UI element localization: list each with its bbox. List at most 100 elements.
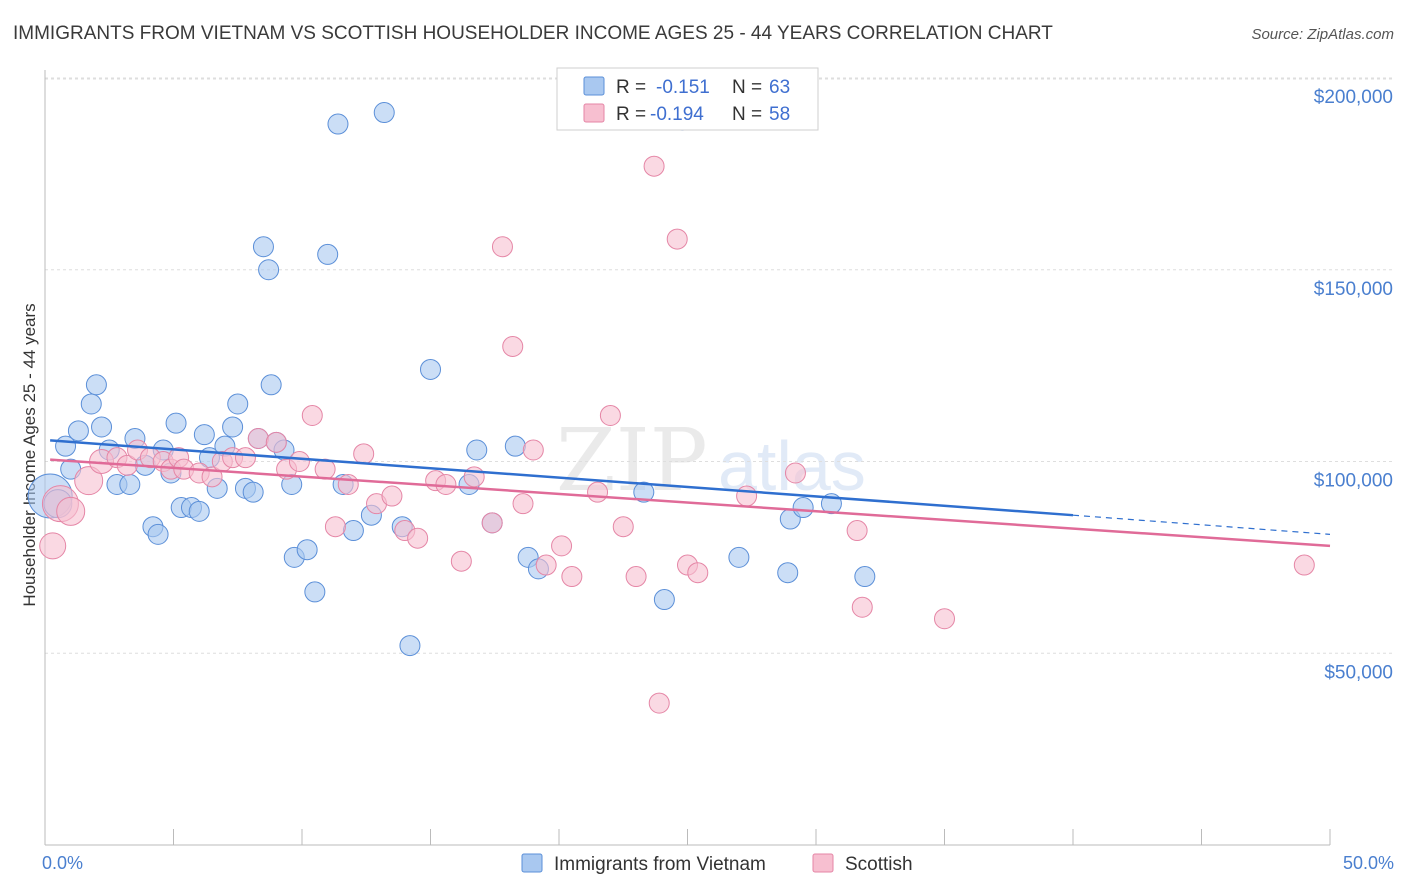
legend-n-label-vietnam: N = <box>732 77 762 98</box>
legend-r-label-scottish: R = <box>616 104 646 125</box>
legend-r-value-scottish: -0.194 <box>650 104 704 125</box>
point-0-5 <box>80 393 102 415</box>
point-1-52 <box>736 485 758 507</box>
point-0-59 <box>792 497 814 519</box>
point-1-28 <box>381 485 403 507</box>
x-tick-label-left: 0.0% <box>42 853 83 873</box>
point-0-57 <box>777 562 799 584</box>
point-0-32 <box>260 374 282 396</box>
point-1-55 <box>851 596 873 618</box>
y-tick-label-1: $100,000 <box>1314 471 1393 492</box>
point-1-56 <box>934 608 955 630</box>
point-1-21 <box>288 451 310 472</box>
series-legend: Immigrants from Vietnam Scottish <box>521 853 913 875</box>
point-1-57 <box>1293 554 1315 576</box>
series-legend-swatch-scottish <box>812 853 834 873</box>
legend-n-label-scottish: N = <box>732 104 762 125</box>
point-1-49 <box>666 228 688 250</box>
point-0-30 <box>252 236 274 258</box>
legend-n-value-scottish: 58 <box>769 104 790 125</box>
series-points-0 <box>27 102 876 657</box>
point-0-20 <box>188 500 210 522</box>
point-1-33 <box>450 550 472 572</box>
point-1-51 <box>687 562 709 584</box>
point-1-26 <box>353 443 375 465</box>
point-0-38 <box>304 581 326 603</box>
point-1-32 <box>435 474 457 496</box>
point-1-3 <box>74 466 104 496</box>
point-0-25 <box>222 416 244 438</box>
point-0-37 <box>296 539 318 561</box>
point-1-37 <box>502 335 524 357</box>
point-0-48 <box>466 439 488 461</box>
point-0-14 <box>147 523 169 545</box>
point-1-0 <box>39 532 67 560</box>
y-tick-labels: $50,000 $100,000 $150,000 $200,000 <box>1314 87 1393 683</box>
point-0-6 <box>85 374 107 396</box>
trend-line-0 <box>50 439 1074 517</box>
point-0-39 <box>317 243 339 265</box>
point-1-25 <box>337 474 359 496</box>
point-1-19 <box>265 431 287 453</box>
chart-title: IMMIGRANTS FROM VIETNAM VS SCOTTISH HOUS… <box>13 23 1053 44</box>
series-legend-swatch-vietnam <box>521 853 543 873</box>
point-0-26 <box>227 393 249 415</box>
point-0-47 <box>420 358 441 380</box>
point-1-17 <box>234 447 256 469</box>
point-1-54 <box>846 520 868 542</box>
stats-legend: R = -0.151 N = 63 R = -0.194 N = 58 <box>556 67 819 131</box>
point-0-61 <box>854 566 876 588</box>
point-0-50 <box>504 435 526 457</box>
y-tick-label-3: $200,000 <box>1314 87 1393 108</box>
point-0-44 <box>373 102 395 124</box>
point-0-7 <box>91 416 113 438</box>
point-0-28 <box>242 481 264 503</box>
chart-source: Source: ZipAtlas.com <box>1251 26 1394 43</box>
point-0-21 <box>193 424 215 446</box>
series-legend-label-scottish: Scottish <box>845 854 913 875</box>
trend-line-1 <box>50 458 1331 548</box>
point-1-53 <box>784 462 806 484</box>
point-1-47 <box>648 692 670 714</box>
series-legend-label-vietnam: Immigrants from Vietnam <box>554 854 766 875</box>
point-1-41 <box>551 535 573 557</box>
point-1-38 <box>512 493 534 515</box>
point-0-54 <box>653 589 675 611</box>
y-tick-label-0: $50,000 <box>1324 662 1393 683</box>
y-tick-label-2: $150,000 <box>1314 279 1393 300</box>
point-0-17 <box>165 412 187 434</box>
gridlines <box>45 77 1394 654</box>
x-tick-label-right: 50.0% <box>1343 853 1394 873</box>
legend-swatch-vietnam <box>583 76 605 96</box>
point-1-18 <box>247 427 269 449</box>
legend-r-value-vietnam: -0.151 <box>656 77 710 98</box>
point-0-56 <box>728 546 750 568</box>
point-1-24 <box>324 516 346 538</box>
point-1-36 <box>491 236 513 258</box>
point-1-43 <box>587 481 609 503</box>
point-1-2 <box>56 496 86 526</box>
point-1-45 <box>612 516 634 538</box>
y-axis-label: Householder Income Ages 25 - 44 years <box>20 303 39 606</box>
point-1-35 <box>481 512 503 534</box>
trend-line-extension-0 <box>1072 514 1331 535</box>
axes <box>44 70 1331 846</box>
point-0-31 <box>258 259 280 281</box>
point-1-39 <box>522 439 544 461</box>
trend-lines <box>50 439 1331 548</box>
point-0-10 <box>119 474 141 496</box>
point-1-46 <box>625 566 647 588</box>
point-0-53 <box>633 481 655 503</box>
point-1-40 <box>535 554 557 576</box>
legend-r-label-vietnam: R = <box>616 77 646 98</box>
point-1-42 <box>561 566 583 588</box>
scatter-points <box>27 102 1315 714</box>
point-0-42 <box>342 520 364 542</box>
point-1-48 <box>643 155 665 177</box>
point-0-46 <box>399 635 421 657</box>
point-1-44 <box>599 404 621 426</box>
point-1-22 <box>301 404 323 426</box>
point-1-30 <box>407 527 429 549</box>
legend-n-value-vietnam: 63 <box>769 77 790 98</box>
